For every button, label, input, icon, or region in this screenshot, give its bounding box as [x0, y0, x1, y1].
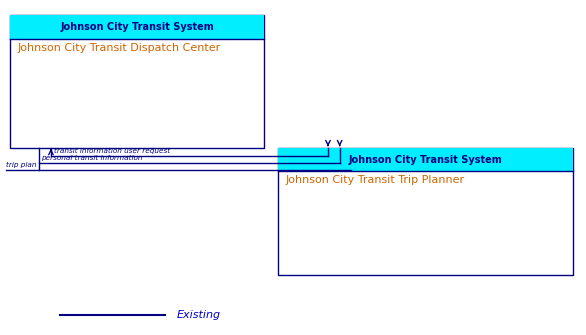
Bar	[10, 15, 264, 39]
Text: transit information user request: transit information user request	[54, 148, 170, 154]
Text: trip plan: trip plan	[6, 162, 36, 168]
Text: personal transit information: personal transit information	[41, 155, 142, 161]
Text: Existing: Existing	[176, 310, 220, 320]
Text: Johnson City Transit Dispatch Center: Johnson City Transit Dispatch Center	[17, 43, 220, 53]
Text: Johnson City Transit System: Johnson City Transit System	[349, 154, 503, 164]
Bar	[278, 147, 573, 275]
Bar	[10, 15, 264, 147]
Text: Johnson City Transit Trip Planner: Johnson City Transit Trip Planner	[285, 176, 465, 186]
Bar	[278, 147, 573, 172]
Text: Johnson City Transit System: Johnson City Transit System	[60, 22, 214, 31]
